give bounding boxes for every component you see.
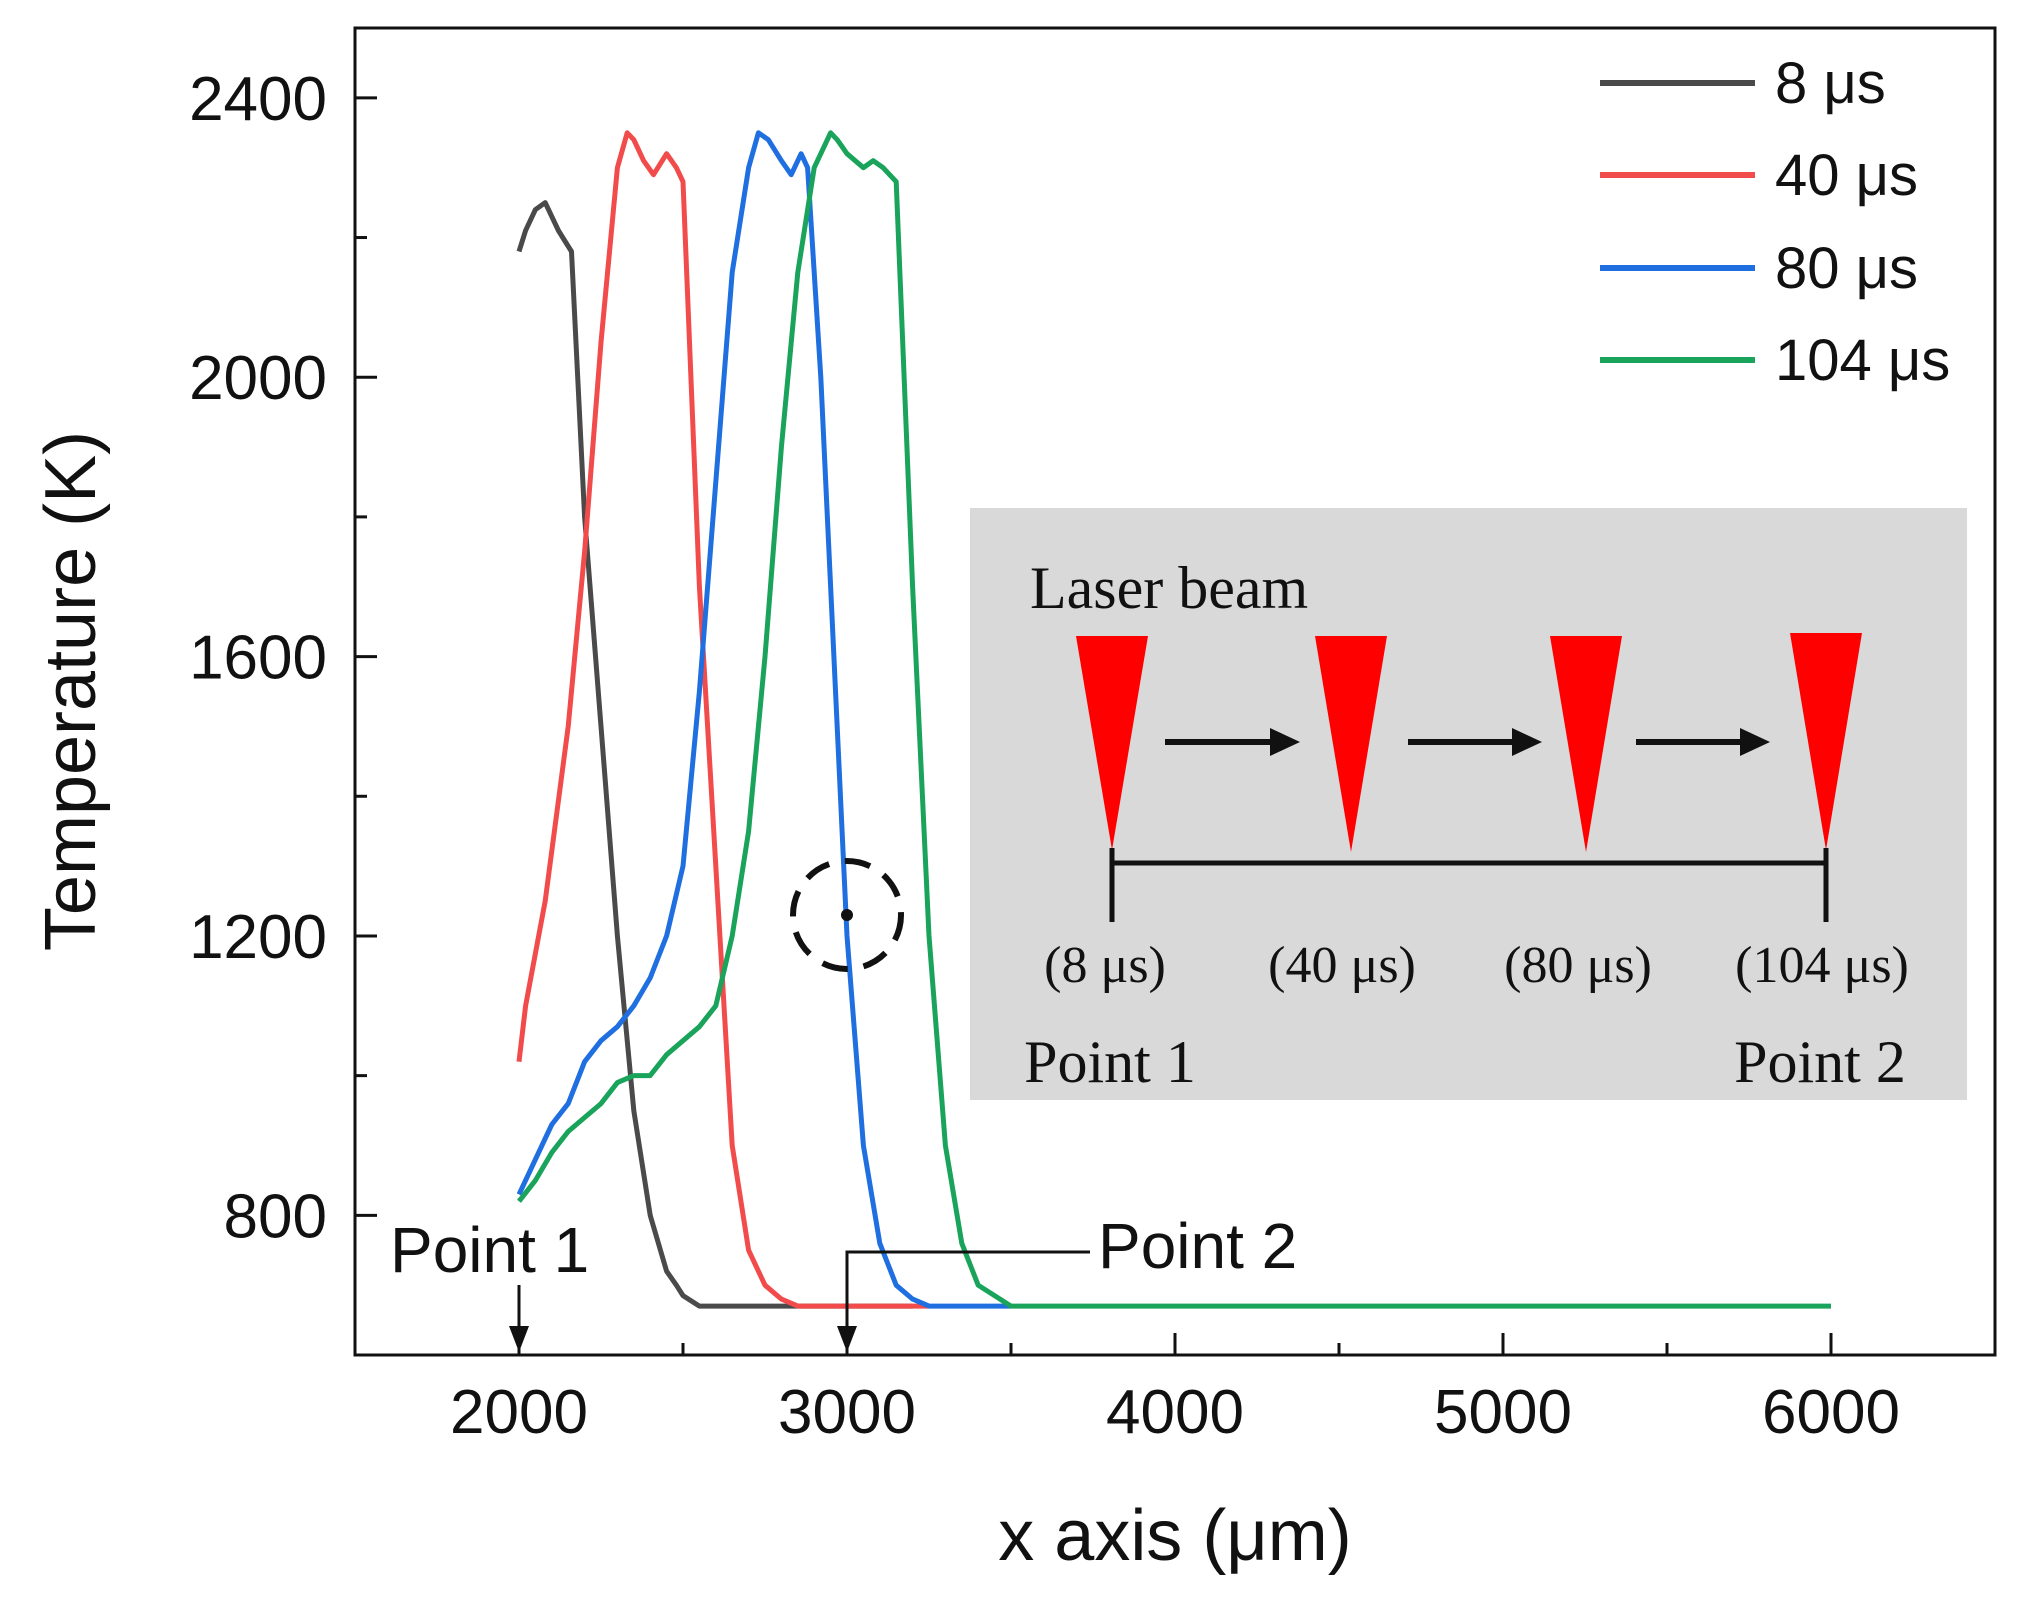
point2-leader-line	[845, 1250, 1090, 1332]
legend-label-3: 104 μs	[1775, 328, 1950, 393]
series-lines	[516, 130, 1831, 1309]
move-arrowhead-1	[1270, 728, 1300, 756]
inset-point1-label: Point 1	[1024, 1029, 1196, 1095]
circle-marker	[790, 857, 904, 972]
point1-arrowhead	[509, 1326, 529, 1352]
point1-label: Point 1	[390, 1214, 589, 1286]
series-line-2	[516, 130, 1011, 1309]
laser-beam-2	[1315, 636, 1387, 852]
move-arrowhead-3	[1740, 728, 1770, 756]
x-tick-label-4: 6000	[1762, 1378, 1900, 1447]
laser-beam-1	[1076, 636, 1148, 850]
inset-background	[970, 508, 1967, 1100]
inset-time-4: (104 μs)	[1735, 937, 1909, 994]
inset-time-3: (80 μs)	[1504, 937, 1652, 994]
y-tick-label-0: 800	[224, 1182, 327, 1251]
y-tick-label-4: 2400	[189, 65, 327, 134]
axis-ticks: 2000 3000 4000 5000 6000 800 1200 1600 2000 2400	[189, 65, 1900, 1447]
y-tick-label-1: 1200	[189, 903, 327, 972]
series-line-3	[517, 130, 1831, 1309]
legend-label-1: 40 μs	[1775, 143, 1918, 208]
x-tick-label-1: 3000	[778, 1378, 916, 1447]
inset-time-1: (8 μs)	[1044, 937, 1166, 994]
y-axis-title: Temperature (K)	[31, 431, 111, 951]
series-line-0	[516, 200, 913, 1309]
move-arrowhead-2	[1512, 728, 1542, 756]
point1-annotation: Point 1	[390, 1214, 589, 1352]
laser-beam-3	[1550, 636, 1622, 852]
y-tick-label-3: 2000	[189, 344, 327, 413]
legend-label-2: 80 μs	[1775, 236, 1918, 301]
point2-label: Point 2	[1098, 1210, 1297, 1282]
inset-title: Laser beam	[1030, 555, 1308, 621]
x-tick-label-2: 4000	[1106, 1378, 1244, 1447]
circle-center-dot	[841, 908, 853, 921]
legend-label-0: 8 μs	[1775, 51, 1886, 116]
x-axis-title: x axis (μm)	[998, 1496, 1351, 1576]
x-tick-label-3: 5000	[1434, 1378, 1572, 1447]
y-tick-label-2: 1600	[189, 624, 327, 693]
dashed-circle-marker	[790, 857, 904, 972]
legend: 8 μs 40 μs 80 μs 104 μs	[1600, 51, 1950, 393]
laser-inset: Laser beam (8 μs) (40 μs) (80 μs) (104 μ…	[970, 508, 1967, 1100]
inset-point2-label: Point 2	[1734, 1029, 1906, 1095]
point2-arrowhead	[837, 1326, 857, 1352]
series-line-1	[516, 130, 929, 1309]
x-tick-label-0: 2000	[450, 1378, 588, 1447]
point2-annotation: Point 2	[837, 1210, 1297, 1352]
laser-beam-4	[1790, 633, 1862, 850]
inset-time-2: (40 μs)	[1268, 937, 1416, 994]
